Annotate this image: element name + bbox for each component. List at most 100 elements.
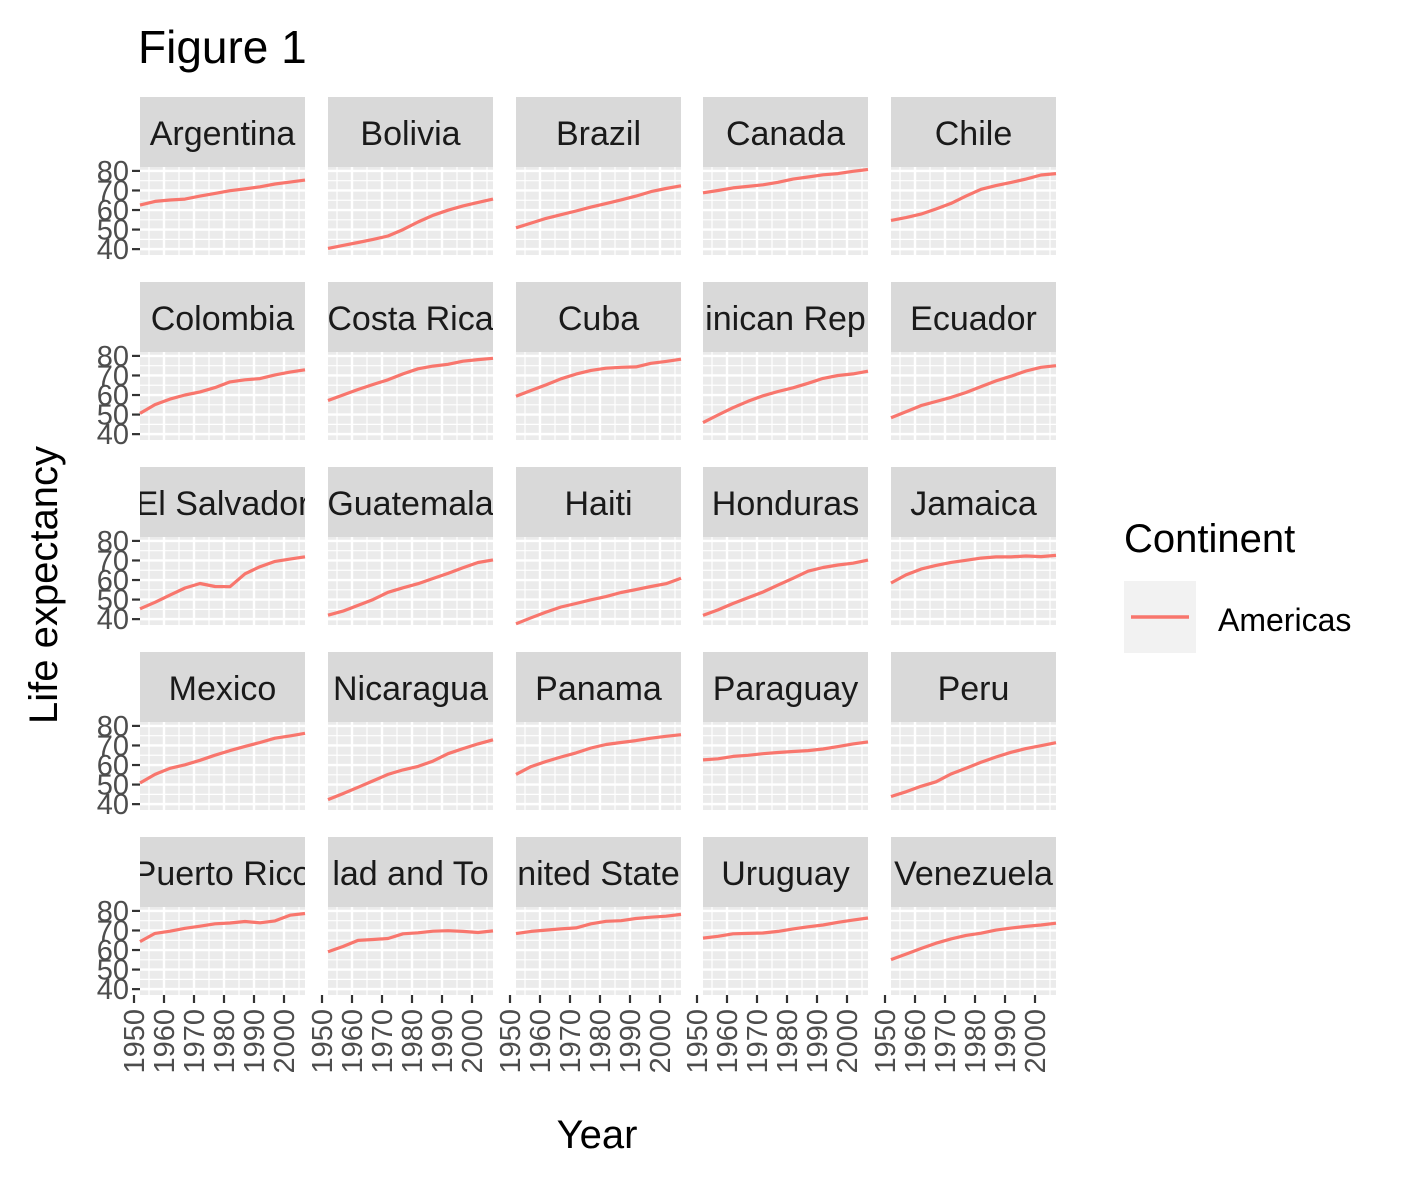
y-tick-label: 50 bbox=[97, 770, 129, 802]
series-line-colombia bbox=[139, 368, 306, 415]
y-tick-label: 40 bbox=[97, 974, 129, 1006]
y-tick-label: 60 bbox=[97, 565, 129, 597]
y-tick-label: 50 bbox=[97, 400, 129, 432]
x-tick-label: 1980 bbox=[585, 1009, 617, 1074]
facet-strip-label: inican Rep bbox=[705, 300, 866, 338]
x-tick-label: 1990 bbox=[427, 1009, 459, 1074]
facet-strip bbox=[516, 652, 681, 722]
y-tick-label: 70 bbox=[97, 915, 129, 947]
series-line-argentina bbox=[139, 178, 306, 207]
y-tick-label: 40 bbox=[97, 789, 129, 821]
facet-strip-label: Brazil bbox=[556, 115, 641, 153]
y-tick-label: 70 bbox=[97, 175, 129, 207]
x-tick-label: 1970 bbox=[555, 1009, 587, 1074]
facet-strip-label: Puerto Rico bbox=[134, 855, 312, 893]
facet-strip bbox=[891, 282, 1056, 352]
facet-strip-label: Panama bbox=[535, 670, 662, 708]
series-line-haiti bbox=[515, 576, 682, 626]
facet-strip-label: Canada bbox=[726, 115, 845, 153]
y-tick-label: 70 bbox=[97, 360, 129, 392]
x-axis-title: Year bbox=[557, 1113, 638, 1157]
facet-strip-label: Peru bbox=[938, 670, 1010, 708]
y-tick-label: 50 bbox=[97, 955, 129, 987]
facet-strip bbox=[891, 837, 1056, 907]
x-tick-label: 2000 bbox=[1020, 1009, 1052, 1074]
series-line-guatemala bbox=[327, 558, 494, 617]
facet-strip bbox=[891, 97, 1056, 167]
series-line-nicaragua bbox=[327, 738, 494, 802]
facet-strip bbox=[328, 837, 493, 907]
y-tick-label: 60 bbox=[97, 935, 129, 967]
facet-strip-label: Guatemala bbox=[327, 485, 493, 523]
x-tick-label: 1960 bbox=[149, 1009, 181, 1074]
x-tick-label: 1980 bbox=[397, 1009, 429, 1074]
y-tick-label: 50 bbox=[97, 215, 129, 247]
x-tick-label: 1950 bbox=[682, 1009, 714, 1074]
series-line-chile bbox=[890, 172, 1057, 222]
facet-strip-label: Bolivia bbox=[360, 115, 460, 153]
series-line-puerto-rico bbox=[139, 911, 306, 944]
facet-strip-label: Venezuela bbox=[894, 855, 1053, 893]
series-line-ecuador bbox=[890, 364, 1057, 420]
facet-strip-label: Ecuador bbox=[910, 300, 1037, 338]
series-line-cuba bbox=[515, 357, 682, 398]
series-line-dominican-republic bbox=[702, 369, 869, 425]
facet-strip-label: Jamaica bbox=[910, 485, 1037, 523]
facet-strip-label: nited State bbox=[517, 855, 680, 893]
facet-strip-label: lad and To bbox=[332, 855, 488, 893]
facet-strip bbox=[140, 97, 305, 167]
facet-strip bbox=[703, 467, 868, 537]
y-tick-label: 70 bbox=[97, 545, 129, 577]
facet-strip-label: Honduras bbox=[712, 485, 859, 523]
x-tick-label: 1980 bbox=[960, 1009, 992, 1074]
facet-strip bbox=[328, 282, 493, 352]
facet-strip bbox=[140, 652, 305, 722]
legend-label: Americas bbox=[1218, 602, 1351, 638]
x-tick-label: 1950 bbox=[119, 1009, 151, 1074]
x-tick-label: 1960 bbox=[337, 1009, 369, 1074]
facet-strip-label: Paraguay bbox=[713, 670, 859, 708]
series-line-canada bbox=[702, 167, 869, 195]
chart-title: Figure 1 bbox=[138, 21, 307, 73]
x-tick-label: 1950 bbox=[307, 1009, 339, 1074]
series-line-el-salvador bbox=[139, 555, 306, 611]
facet-strip bbox=[516, 282, 681, 352]
series-line-jamaica bbox=[890, 553, 1057, 585]
series-line-trinidad-and-tobago bbox=[327, 929, 494, 954]
facet-strip bbox=[516, 837, 681, 907]
x-tick-label: 2000 bbox=[832, 1009, 864, 1074]
x-tick-label: 1950 bbox=[870, 1009, 902, 1074]
legend: Continent Americas bbox=[1124, 517, 1351, 653]
x-tick-label: 1980 bbox=[772, 1009, 804, 1074]
facet-strip bbox=[891, 652, 1056, 722]
y-tick-label: 80 bbox=[97, 896, 129, 928]
facet-strip bbox=[703, 837, 868, 907]
x-tick-label: 1990 bbox=[990, 1009, 1022, 1074]
y-tick-label: 80 bbox=[97, 341, 129, 373]
y-tick-label: 40 bbox=[97, 604, 129, 636]
x-tick-label: 1980 bbox=[209, 1009, 241, 1074]
x-tick-label: 2000 bbox=[457, 1009, 489, 1074]
series-line-brazil bbox=[515, 184, 682, 230]
x-tick-label: 2000 bbox=[269, 1009, 301, 1074]
facet-strip-label: Haiti bbox=[564, 485, 632, 523]
series-line-mexico bbox=[139, 731, 306, 785]
y-tick-label: 60 bbox=[97, 750, 129, 782]
x-tick-label: 1990 bbox=[615, 1009, 647, 1074]
x-tick-label: 2000 bbox=[645, 1009, 677, 1074]
series-line-united-states bbox=[515, 912, 682, 936]
facet-strip bbox=[516, 97, 681, 167]
facet-strip-label: El Salvador bbox=[136, 485, 310, 523]
series-line-honduras bbox=[702, 558, 869, 617]
x-tick-label: 1970 bbox=[179, 1009, 211, 1074]
y-axis-title: Life expectancy bbox=[22, 446, 66, 724]
facet-strip bbox=[140, 467, 305, 537]
y-tick-label: 60 bbox=[97, 380, 129, 412]
facet-strip bbox=[891, 467, 1056, 537]
facet-strip-label: Uruguay bbox=[721, 855, 850, 893]
y-tick-label: 60 bbox=[97, 195, 129, 227]
facet-strip-label: Mexico bbox=[169, 670, 277, 708]
x-tick-label: 1950 bbox=[495, 1009, 527, 1074]
series-line-venezuela bbox=[890, 921, 1057, 962]
